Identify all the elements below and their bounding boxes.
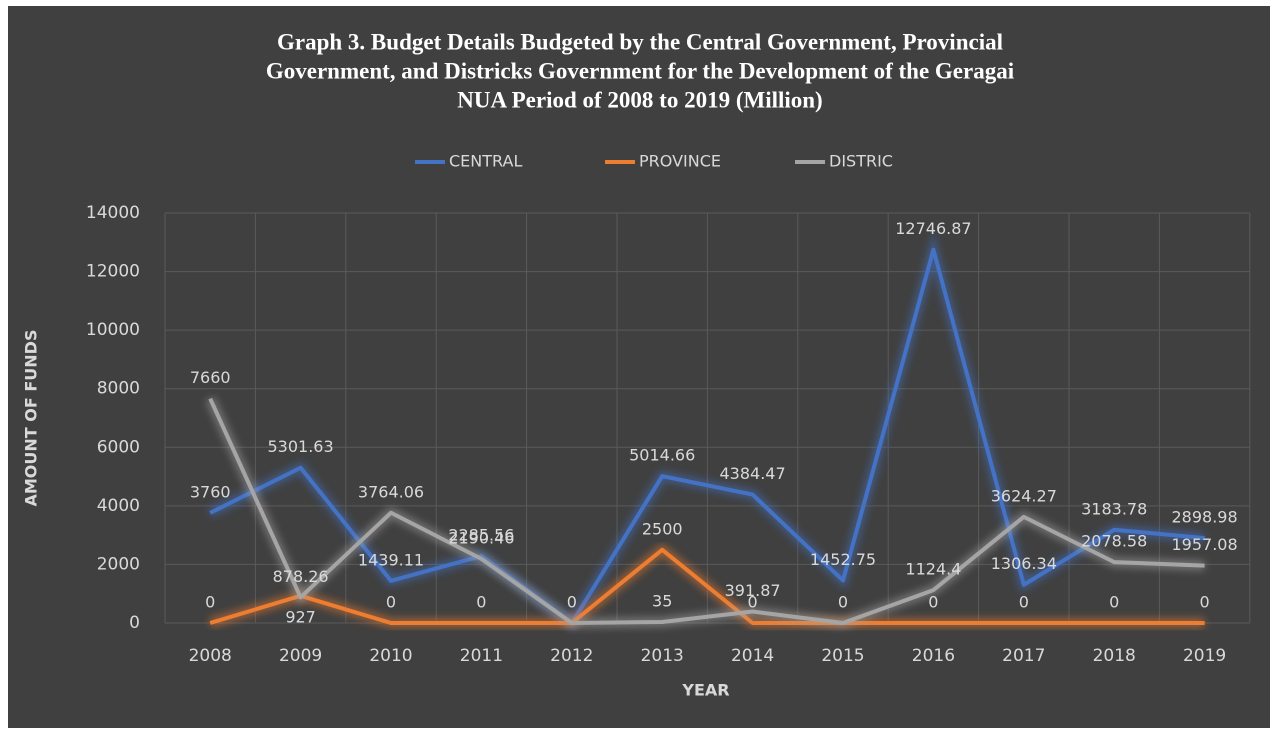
- y-tick-label: 4000: [97, 496, 140, 516]
- x-tick-label: 2009: [279, 646, 322, 666]
- data-label: 1306.34: [991, 554, 1057, 573]
- x-tick-label: 2012: [550, 646, 593, 666]
- data-label: 3760: [190, 482, 231, 501]
- x-tick-label: 2017: [1002, 646, 1045, 666]
- data-label: 12746.87: [895, 219, 971, 238]
- series-line: [209, 547, 1205, 625]
- x-tick-label: 2015: [821, 646, 864, 666]
- data-label: 0: [476, 593, 486, 612]
- x-tick-label: 2010: [369, 646, 412, 666]
- y-tick-label: 10000: [86, 320, 140, 340]
- y-tick-label: 12000: [86, 262, 140, 282]
- data-label: 878.26: [273, 567, 329, 586]
- x-tick-label: 2019: [1183, 646, 1226, 666]
- series-line: [209, 247, 1205, 625]
- data-label: 927: [285, 607, 316, 626]
- data-label: 0: [1019, 593, 1029, 612]
- data-label: 0: [838, 593, 848, 612]
- x-tick-label: 2014: [731, 646, 774, 666]
- x-tick-label: 2018: [1093, 646, 1136, 666]
- y-tick-label: 14000: [86, 203, 140, 223]
- data-label: 7660: [190, 368, 231, 387]
- data-label: 0: [748, 593, 758, 612]
- chart-title-line: NUA Period of 2008 to 2019 (Million): [457, 87, 822, 112]
- x-tick-label: 2016: [912, 646, 955, 666]
- x-axis-title: YEAR: [681, 681, 729, 700]
- data-label: 0: [205, 593, 215, 612]
- data-label: 2898.98: [1172, 508, 1238, 527]
- data-label: 2190.46: [448, 528, 514, 547]
- x-tick-label: 2013: [641, 646, 684, 666]
- data-label: 1957.08: [1172, 535, 1238, 554]
- data-label: 0: [567, 593, 577, 612]
- legend-label: CENTRAL: [449, 152, 522, 171]
- x-tick-label: 2011: [460, 646, 503, 666]
- y-tick-label: 8000: [97, 379, 140, 399]
- chart-title-line: Graph 3. Budget Details Budgeted by the …: [277, 29, 1003, 54]
- data-label: 2078.58: [1081, 532, 1147, 551]
- data-label: 3183.78: [1081, 499, 1147, 518]
- legend-label: DISTRIC: [829, 152, 893, 171]
- data-label: 5301.63: [268, 437, 334, 456]
- y-tick-label: 0: [129, 613, 140, 633]
- data-label: 1439.11: [358, 550, 424, 569]
- data-label: 2500: [642, 519, 683, 538]
- data-label: 0: [1200, 593, 1210, 612]
- data-label: 4384.47: [720, 464, 786, 483]
- data-label: 1452.75: [810, 550, 876, 569]
- data-label: 0: [386, 593, 396, 612]
- series-line: [208, 397, 1205, 625]
- data-label: 5014.66: [629, 446, 695, 465]
- y-axis-title: AMOUNT OF FUNDS: [22, 330, 41, 507]
- chart-background: [8, 6, 1270, 728]
- data-label: 0: [1109, 593, 1119, 612]
- data-label: 1124.4: [905, 560, 961, 579]
- data-label: 35: [652, 591, 672, 610]
- y-tick-label: 2000: [97, 554, 140, 574]
- data-label: 391.87: [725, 581, 781, 600]
- legend-label: PROVINCE: [639, 152, 721, 171]
- data-label: 3624.27: [991, 486, 1057, 505]
- data-label: 0: [928, 593, 938, 612]
- data-label: 3764.06: [358, 482, 424, 501]
- chart-title-line: Government, and Districks Government for…: [266, 58, 1015, 83]
- data-label: 2285.56: [448, 526, 514, 545]
- x-tick-label: 2008: [189, 646, 232, 666]
- y-tick-label: 6000: [97, 437, 140, 457]
